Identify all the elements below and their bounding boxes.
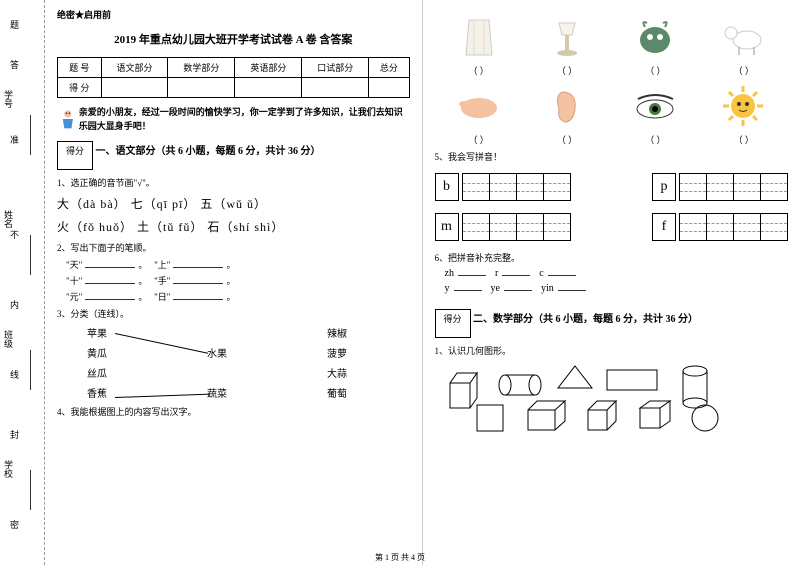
img-cell: （ ） [714,81,774,146]
exam-title: 2019 年重点幼儿园大班开学考试试卷 A 卷 含答案 [57,31,410,47]
letter-f: f [652,213,676,241]
section2-title: 二、数学部分（共 6 小题，每题 6 分，共计 36 分） [473,314,698,325]
score-box-1: 得分 [57,141,93,170]
img-cell: （ ） [714,12,774,77]
triangle-icon [555,363,595,393]
cuboid2-icon [525,398,570,433]
mark-7: 密 [8,520,21,529]
q2-row-0: "天"。 "上"。 [57,258,410,271]
q2-1-text: 1、认识几何图形。 [435,344,789,357]
intro-block: 亲爱的小朋友，经过一段时间的愉快学习，你一定学到了许多知识，让我们去知识乐园大显… [57,106,410,133]
score-table: 题 号 语文部分 数学部分 英语部分 口试部分 总分 得 分 [57,57,410,98]
img-cell: （ ） [537,12,597,77]
img-cell: （ ） [449,12,509,77]
mark-6: 封 [8,430,21,439]
shapes-area [435,363,789,433]
q3-text: 3、分类（连线）。 [57,307,410,320]
eye-icon [633,89,678,124]
match-group: 苹果辣椒 黄瓜水果菠萝 丝瓜大蒜 香蕉蔬菜葡萄 [87,325,410,400]
q1-text: 1、选正确的音节画"√"。 [57,176,410,189]
lamp-icon [547,15,587,60]
label-1: 姓名 [2,210,15,228]
sun-icon [721,84,766,129]
pinyin-row-1: b p [435,167,789,207]
circle-icon [690,403,720,433]
intro-text: 亲爱的小朋友，经过一段时间的愉快学习，你一定学到了许多知识，让我们去知识乐园大显… [79,106,410,133]
img-cell: （ ） [625,12,685,77]
cube2-icon [635,398,675,433]
monster-icon [633,15,678,60]
robe-icon [459,15,499,60]
line-2 [30,235,31,275]
mark-4: 内 [8,300,21,309]
label-2: 班级 [2,330,15,348]
child-icon [57,106,79,132]
ear-icon [547,84,587,129]
q6-text: 6、把拼音补充完整。 [435,251,789,264]
label-3: 学校 [2,460,15,478]
right-column: （ ） （ ） （ ） （ ） （ ） （ ） （ ） （ ） 5、我会写拼音！… [423,0,800,565]
left-column: 绝密★启用前 2019 年重点幼儿园大班开学考试试卷 A 卷 含答案 题 号 语… [45,0,423,565]
img-cell: （ ） [625,81,685,146]
table-row: 得 分 [58,78,410,98]
table-row: 题 号 语文部分 数学部分 英语部分 口试部分 总分 [58,58,410,78]
img-cell: （ ） [537,81,597,146]
mark-1: 题 [8,20,21,29]
goat-icon [719,15,769,60]
q1-line-0: 大（dà bà） 七（qī pī） 五（wǔ ǔ） [57,195,410,212]
letter-b: b [435,173,459,201]
q2-row-1: "十"。 "手"。 [57,274,410,287]
section1-title: 一、语文部分（共 6 小题，每题 6 分，共计 36 分） [96,146,321,157]
rectangle-icon [605,368,660,393]
binding-margin: 题 答 学号 准 姓名 不 内 班级 线 封 学校 密 [0,0,45,565]
square-icon [475,403,510,433]
line-1 [30,115,31,155]
label-0: 学号 [2,90,15,108]
mark-5: 线 [8,370,21,379]
cylinder-flat-icon [495,373,545,398]
cube-icon [585,398,620,433]
img-row-2: （ ） （ ） （ ） （ ） [435,81,789,146]
letter-m: m [435,213,459,241]
mark-3: 不 [8,230,21,239]
img-cell: （ ） [449,81,509,146]
line-4 [30,470,31,510]
q6-row-2: y ye yin [445,283,789,294]
mark-2: 准 [8,135,21,144]
content-area: 绝密★启用前 2019 年重点幼儿园大班开学考试试卷 A 卷 含答案 题 号 语… [45,0,800,565]
q2-row-2: "元"。 "日"。 [57,290,410,303]
mark-0: 答 [8,60,21,69]
hand-icon [454,86,504,126]
q1-line-1: 火（fǒ huǒ） 土（tǔ fǔ） 石（shí shì） [57,218,410,235]
letter-p: p [652,173,676,201]
exam-page: 题 答 学号 准 姓名 不 内 班级 线 封 学校 密 绝密★启用前 2019 … [0,0,800,565]
q6-row-1: zh r c [445,268,789,279]
img-row-1: （ ） （ ） （ ） （ ） [435,12,789,77]
confidential-label: 绝密★启用前 [57,8,410,21]
line-3 [30,350,31,390]
page-footer: 第 1 页 共 4 页 [0,552,800,563]
q2-text: 2、写出下面子的笔顺。 [57,241,410,254]
pinyin-row-2: m f [435,207,789,247]
q5-text: 5、我会写拼音！ [435,150,789,163]
q4-text: 4、我能根据图上的内容写出汉字。 [57,405,410,418]
score-box-2: 得分 [435,309,471,338]
